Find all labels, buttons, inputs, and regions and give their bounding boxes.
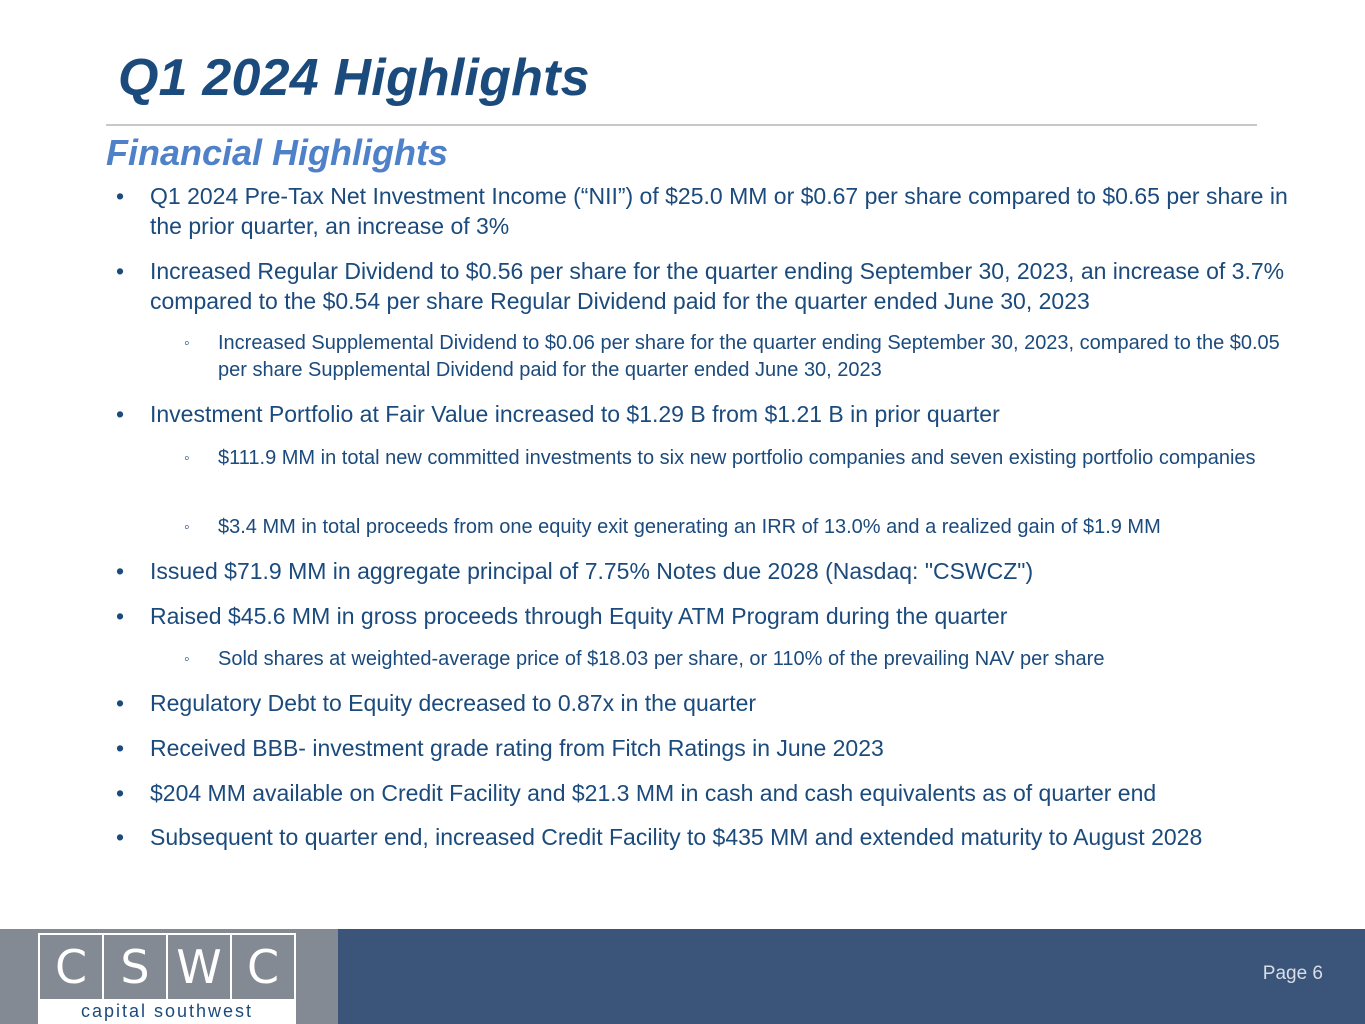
bullet-marker: • [116,603,125,629]
sub-bullet-item: ◦ $111.9 MM in total new committed inves… [184,445,1314,472]
bullet-text: Regulatory Debt to Equity decreased to 0… [150,690,757,716]
bullet-marker: • [116,780,125,806]
section-subtitle: Financial Highlights [106,132,449,173]
sub-bullet-text: Increased Supplemental Dividend to $0.06… [218,332,1280,381]
bullet-item: • Issued $71.9 MM in aggregate principal… [116,556,1311,586]
title-divider [106,124,1257,126]
bullet-item: • Subsequent to quarter end, increased C… [116,822,1311,852]
sub-bullet-marker: ◦ [184,450,190,467]
bullet-text: Raised $45.6 MM in gross proceeds throug… [150,603,1008,629]
sub-bullet-text: $3.4 MM in total proceeds from one equit… [218,516,1161,538]
page-number: Page 6 [1262,963,1323,984]
bullet-item: • Raised $45.6 MM in gross proceeds thro… [116,601,1311,631]
company-logo: C S W C capital southwest [38,933,296,1024]
sub-bullet-text: Sold shares at weighted-average price of… [218,648,1105,670]
bullet-marker: • [116,401,125,427]
bullet-marker: • [116,258,125,284]
logo-letter: S [104,935,168,999]
bullet-text: Subsequent to quarter end, increased Cre… [150,824,1203,850]
bullet-text: Q1 2024 Pre-Tax Net Investment Income (“… [150,183,1288,239]
logo-letters: C S W C [40,935,294,999]
bullet-text: Increased Regular Dividend to $0.56 per … [150,258,1285,314]
sub-bullet-marker: ◦ [184,651,190,668]
sub-bullet-marker: ◦ [184,519,190,536]
logo-tagline: capital southwest [40,999,294,1024]
bullet-item: • Investment Portfolio at Fair Value inc… [116,399,1311,429]
bullet-item: • Regulatory Debt to Equity decreased to… [116,688,1311,718]
logo-letter: C [40,935,104,999]
logo-letter: W [168,935,232,999]
bullet-item: • Increased Regular Dividend to $0.56 pe… [116,256,1311,316]
bullet-text: Issued $71.9 MM in aggregate principal o… [150,558,1034,584]
sub-bullet-marker: ◦ [184,335,190,352]
bullet-text: $204 MM available on Credit Facility and… [150,780,1157,806]
bullet-item: • Received BBB- investment grade rating … [116,733,1311,763]
sub-bullet-item: ◦ Sold shares at weighted-average price … [184,646,1314,673]
sub-bullet-text: $111.9 MM in total new committed investm… [218,447,1256,469]
slide-title: Q1 2024 Highlights [118,49,590,107]
sub-bullet-item: ◦ $3.4 MM in total proceeds from one equ… [184,514,1314,541]
highlights-list: • Q1 2024 Pre-Tax Net Investment Income … [116,181,1314,852]
bullet-marker: • [116,183,125,209]
bullet-marker: • [116,824,125,850]
bullet-item: • $204 MM available on Credit Facility a… [116,778,1311,808]
bullet-text: Investment Portfolio at Fair Value incre… [150,401,1000,427]
bullet-marker: • [116,735,125,761]
logo-letter: C [246,940,280,994]
bullet-text: Received BBB- investment grade rating fr… [150,735,884,761]
bullet-item: • Q1 2024 Pre-Tax Net Investment Income … [116,181,1311,241]
bullet-marker: • [116,558,125,584]
bullet-marker: • [116,690,125,716]
sub-bullet-item: ◦ Increased Supplemental Dividend to $0.… [184,330,1314,384]
